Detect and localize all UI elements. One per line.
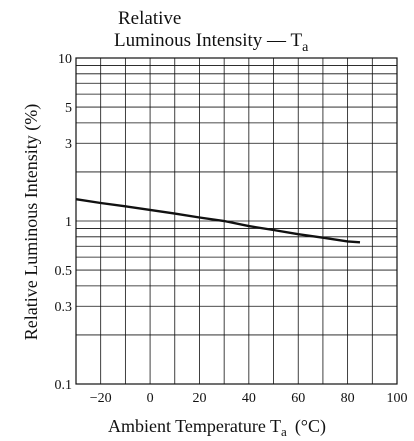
series-line bbox=[75, 198, 361, 244]
y-tick-label: 0.5 bbox=[55, 264, 73, 279]
x-tick-labels: −20 0 20 40 60 80 100 bbox=[90, 391, 408, 406]
plot-frame bbox=[75, 57, 398, 385]
grid bbox=[76, 58, 397, 384]
x-tick-label: 80 bbox=[341, 391, 355, 406]
y-tick-label: 0.1 bbox=[55, 378, 73, 393]
x-tick-label: 20 bbox=[192, 391, 206, 406]
y-tick-label: 10 bbox=[58, 52, 72, 67]
y-tick-label: 5 bbox=[65, 101, 72, 116]
x-tick-label: 100 bbox=[387, 391, 408, 406]
x-tick-label: −20 bbox=[90, 391, 112, 406]
chart-title-subscript: a bbox=[302, 40, 309, 55]
x-tick-label: 0 bbox=[147, 391, 154, 406]
x-axis-label-unit: (°C) bbox=[295, 416, 326, 437]
y-tick-label: 3 bbox=[65, 137, 72, 152]
x-tick-label: 60 bbox=[291, 391, 305, 406]
x-axis-label-main: Ambient Temperature T bbox=[108, 416, 281, 436]
series-group bbox=[75, 198, 361, 244]
y-axis-label: Relative Luminous Intensity (%) bbox=[21, 104, 42, 340]
x-axis-label: Ambient Temperature Ta (°C) bbox=[108, 416, 326, 439]
chart-title-line1: Relative bbox=[118, 8, 181, 29]
y-tick-label: 1 bbox=[65, 215, 72, 230]
y-tick-labels: 0.1 0.3 0.5 1 3 5 10 bbox=[55, 52, 73, 393]
chart-title-main: Luminous Intensity — T bbox=[114, 30, 302, 51]
x-axis-label-subscript: a bbox=[281, 424, 287, 439]
y-tick-label: 0.3 bbox=[55, 300, 73, 315]
chart-title-line2: Luminous Intensity — Ta bbox=[114, 30, 309, 55]
x-tick-label: 40 bbox=[242, 391, 256, 406]
